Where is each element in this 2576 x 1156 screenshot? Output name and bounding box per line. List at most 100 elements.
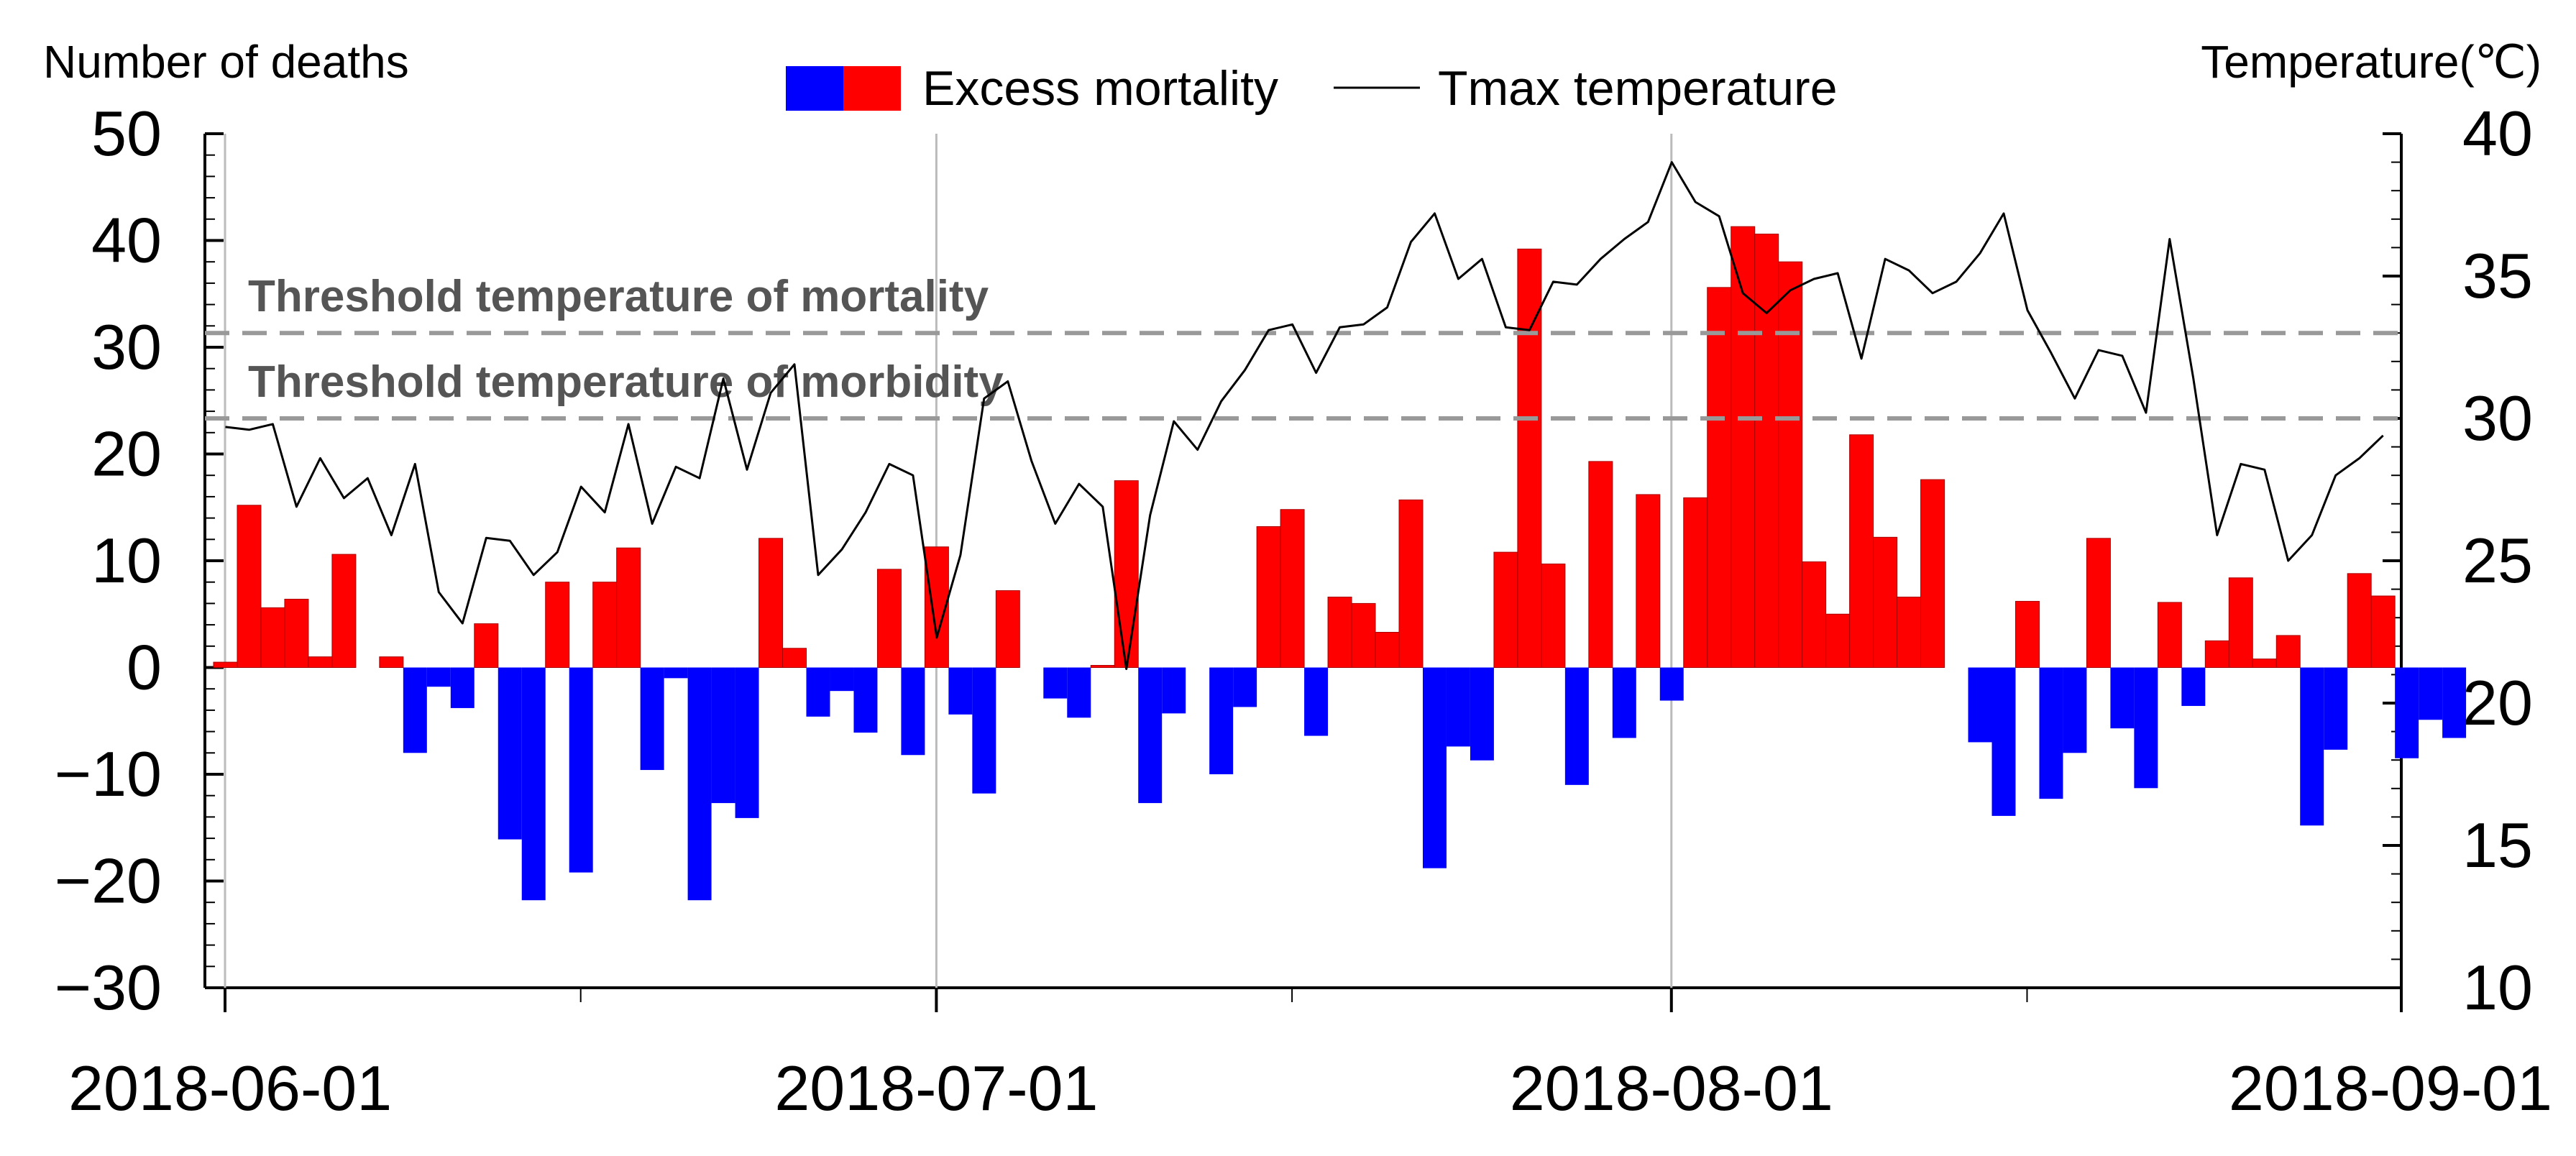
excess-mortality-bar [592,582,618,669]
x-tick-label: 2018-08-01 [1510,1052,1833,1124]
excess-mortality-bar [521,667,546,901]
excess-mortality-bar [1304,667,1329,736]
excess-mortality-bar [1256,526,1281,668]
excess-mortality-bar [2347,573,2372,668]
excess-mortality-bar [1446,667,1470,747]
excess-mortality-bar [1375,631,1400,668]
tmax-temperature-line [225,161,2384,670]
excess-mortality-bar [1778,261,1803,668]
excess-mortality-bar [2395,667,2419,758]
excess-mortality-bar [1897,596,1922,668]
excess-mortality-bar [876,569,902,668]
left-tick-label: 30 [91,311,162,382]
excess-mortality-bar [1422,667,1447,868]
excess-mortality-bar [1114,480,1139,668]
x-tick-label: 2018-09-01 [2229,1052,2552,1124]
left-axis-ticks: −30 −20 −10 0 10 20 30 40 50 [55,98,224,1023]
excess-mortality-bar [308,656,333,669]
excess-mortality-bar [1398,499,1424,668]
excess-mortality-bar [1802,561,1827,668]
excess-mortality-bar [2063,667,2087,753]
threshold-layer: Threshold temperature of mortality Thresh… [205,272,2401,421]
x-axis-ticks: 2018-06-01 2018-07-01 2018-08-01 2018-09-01 [68,988,2552,1124]
right-tick-label: 10 [2462,952,2533,1023]
excess-mortality-bar [1659,667,1684,701]
x-tick-label: 2018-06-01 [68,1052,392,1124]
right-tick-label: 25 [2462,525,2533,596]
excess-mortality-bar [1683,497,1708,669]
excess-mortality-bar [758,538,784,668]
excess-mortality-bar [711,667,735,804]
excess-mortality-bar [260,607,285,669]
excess-mortality-bar [1209,667,1234,774]
excess-mortality-bar [1067,667,1091,718]
excess-mortality-bar [1162,667,1186,714]
right-axis-title: Temperature(℃) [2201,36,2541,88]
excess-mortality-bar [1754,234,1779,668]
excess-mortality-bar [1588,461,1613,669]
excess-mortality-bar [640,667,664,771]
excess-mortality-bar [1991,667,2016,816]
excess-mortality-bar [616,547,641,668]
excess-mortality-bar [2204,640,2229,668]
excess-mortality-bar [2110,667,2135,729]
excess-mortality-bar [2181,667,2206,706]
left-tick-label: 10 [91,525,162,596]
excess-mortality-bar [2300,667,2324,826]
excess-mortality-bar [1564,667,1589,785]
excess-mortality-bar [1043,667,1068,699]
excess-mortality-bar [782,648,807,669]
excess-mortality-bar [450,667,475,708]
excess-mortality-bar [1873,536,1898,669]
excess-mortality-bar [1351,602,1376,669]
left-tick-label: −30 [55,952,162,1023]
legend-bars-label: Excess mortality [922,61,1278,116]
excess-mortality-bar [1541,563,1566,669]
excess-mortality-bar [213,661,238,669]
legend-swatch-negative [786,66,843,111]
excess-mortality-bar [379,656,404,669]
left-tick-label: 40 [91,205,162,276]
excess-mortality-bar [1920,479,1945,668]
right-tick-label: 35 [2462,240,2533,311]
excess-mortality-bar [1849,434,1874,669]
left-tick-label: 50 [91,98,162,169]
legend: Excess mortality Tmax temperature [786,61,1838,116]
excess-mortality-bar [1707,287,1732,668]
legend-swatch-positive [843,66,901,111]
excess-mortality-bar [1612,667,1636,738]
excess-mortality-bar [2442,667,2467,738]
left-tick-label: 20 [91,418,162,490]
excess-mortality-bar [1636,494,1661,668]
left-axis-title: Number of deaths [43,36,409,88]
excess-mortality-bar [2252,659,2277,668]
excess-mortality-bar [948,667,973,715]
excess-mortality-bar [901,667,925,756]
excess-mortality-bar [972,667,996,794]
excess-mortality-bar [2039,667,2063,799]
excess-mortality-bar [806,667,830,717]
excess-mortality-bar [2134,667,2158,789]
excess-mortality-bar [331,554,357,669]
excess-mortality-bar [403,667,427,753]
legend-line-label: Tmax temperature [1438,61,1838,116]
x-tick-label: 2018-07-01 [774,1052,1098,1124]
excess-mortality-bar [687,667,712,901]
excess-mortality-bar [2157,602,2182,668]
excess-mortality-bar [2014,600,2040,668]
left-tick-label: 0 [127,632,162,703]
right-axis-ticks: 10 15 20 25 30 35 40 [2383,98,2533,1023]
bars-layer [213,226,2467,901]
excess-mortality-bar [1327,596,1352,668]
excess-mortality-bar [1825,613,1851,668]
line-layer [225,161,2384,670]
excess-mortality-bar [830,667,854,692]
excess-mortality-bar [2370,595,2396,669]
excess-mortality-bar [498,667,522,840]
threshold-label: Threshold temperature of morbidity [248,357,1004,407]
left-tick-label: −10 [55,738,162,809]
excess-mortality-bar [284,598,309,669]
excess-mortality-bar [426,667,451,687]
excess-mortality-bar [1517,248,1542,668]
